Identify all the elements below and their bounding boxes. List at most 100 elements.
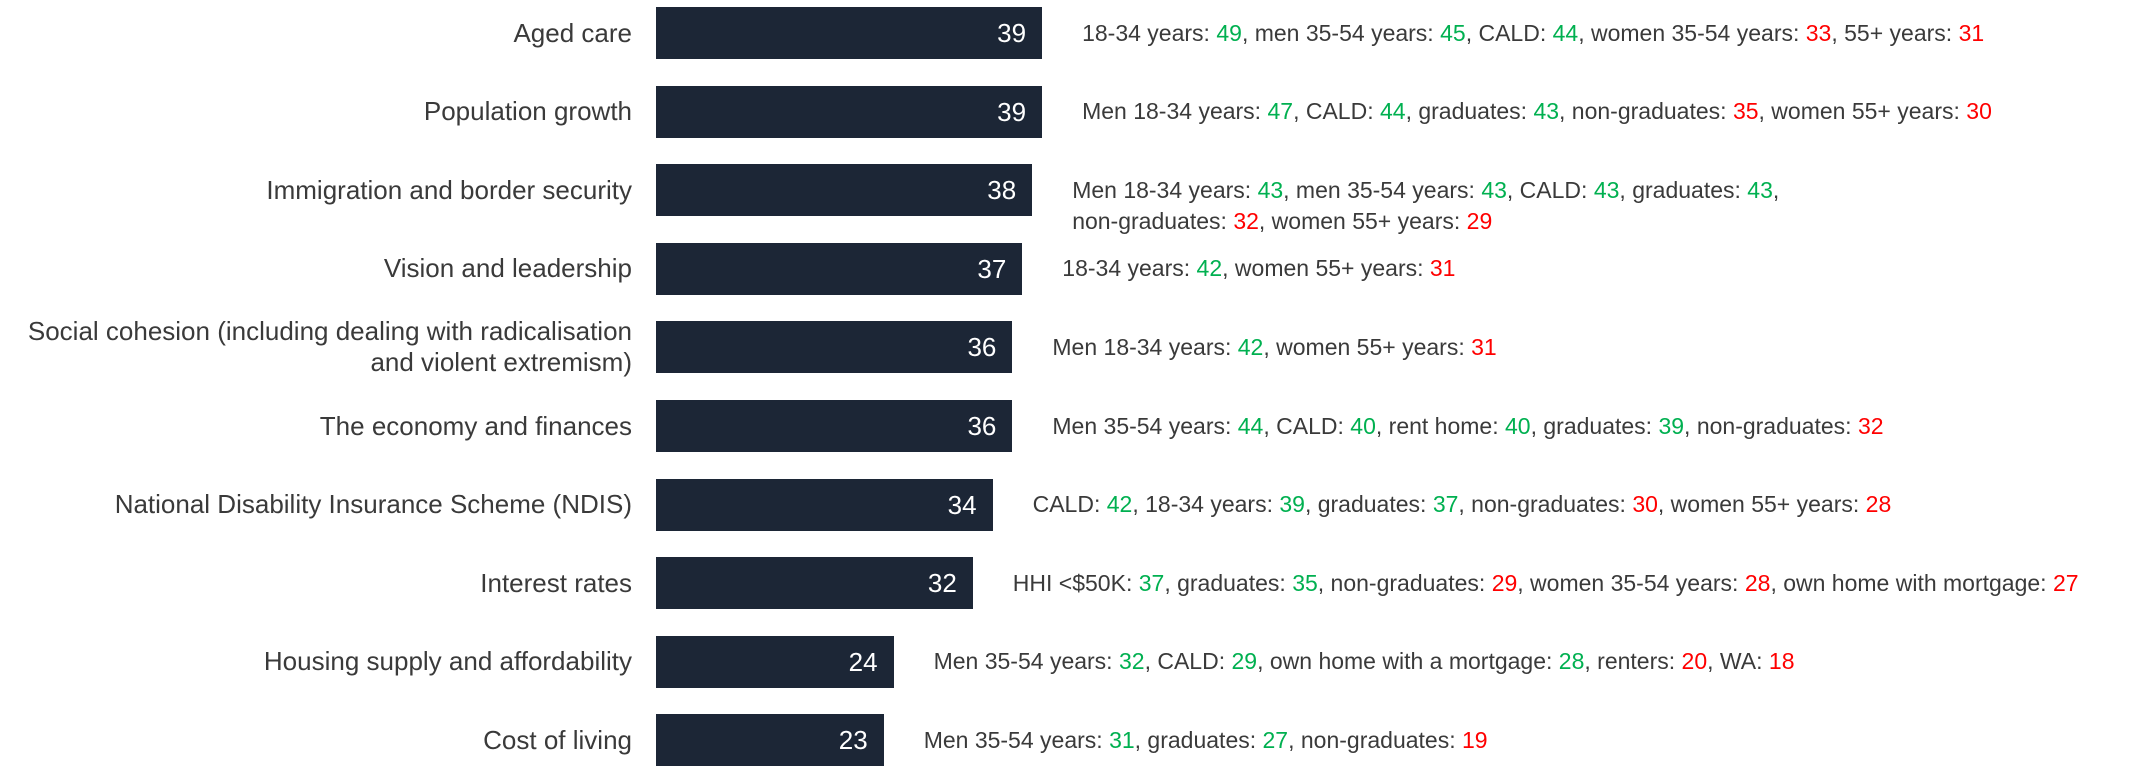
category-label: Social cohesion (including dealing with … bbox=[0, 309, 632, 385]
category-text: Interest rates bbox=[480, 567, 632, 598]
annotation-value: 31 bbox=[1958, 19, 1985, 46]
annotation-value: 30 bbox=[1632, 491, 1658, 518]
annotation-value: 44 bbox=[1379, 98, 1406, 125]
annotation-value: 19 bbox=[1462, 726, 1488, 753]
annotation-value: 44 bbox=[1237, 412, 1264, 439]
annotation-label: Men 18-34 years: bbox=[1072, 176, 1258, 203]
category-label: Housing supply and affordability bbox=[0, 624, 632, 700]
bar bbox=[656, 714, 884, 767]
category-label: National Disability Insurance Scheme (ND… bbox=[0, 467, 632, 543]
annotation-label: , graduates: bbox=[1405, 98, 1534, 125]
annotation-label: , women 55+ years: bbox=[1263, 333, 1472, 360]
annotation-value: 28 bbox=[1744, 569, 1771, 596]
annotation-value: 43 bbox=[1747, 176, 1773, 203]
annotation-value: 42 bbox=[1237, 333, 1264, 360]
value-label: 39 bbox=[997, 18, 1027, 48]
annotation-value: 31 bbox=[1471, 333, 1497, 360]
annotation: Men 35-54 years: 32, CALD: 29, own home … bbox=[934, 646, 1795, 677]
value-label: 36 bbox=[967, 332, 997, 363]
category-label: Cost of living bbox=[0, 702, 632, 778]
annotation-value: 31 bbox=[1429, 255, 1456, 282]
annotation-value: 37 bbox=[1432, 491, 1459, 518]
annotation-value: 28 bbox=[1558, 648, 1585, 675]
bar bbox=[656, 7, 1043, 59]
annotation-value: 43 bbox=[1481, 176, 1507, 203]
annotation-label: , women 55+ years: bbox=[1258, 207, 1467, 234]
annotation-value: 44 bbox=[1552, 19, 1579, 46]
annotation-label: , women 35-54 years: bbox=[1517, 569, 1745, 596]
annotation-label: , graduates: bbox=[1304, 491, 1433, 518]
annotation-line: Men 18-34 years: 42, women 55+ years: 31 bbox=[1052, 332, 1496, 363]
bar bbox=[656, 478, 993, 531]
annotation-value: 43 bbox=[1533, 98, 1560, 125]
annotation-value: 40 bbox=[1350, 412, 1376, 439]
annotation-line: Men 18-34 years: 43, men 35-54 years: 43… bbox=[1072, 175, 1779, 206]
annotation-label: , women 55+ years: bbox=[1222, 255, 1430, 282]
annotation: Men 35-54 years: 31, graduates: 27, non-… bbox=[924, 725, 1488, 756]
annotation-label: , non-graduates: bbox=[1317, 569, 1492, 596]
value-label: 24 bbox=[848, 646, 878, 677]
annotation-value: 32 bbox=[1857, 412, 1884, 439]
annotation-label: , 18-34 years: bbox=[1132, 491, 1280, 518]
annotation-label: , CALD: bbox=[1465, 19, 1553, 46]
category-text: Social cohesion (including dealing with … bbox=[27, 316, 632, 378]
annotation-value: 29 bbox=[1466, 207, 1493, 234]
annotation: 18-34 years: 49, men 35-54 years: 45, CA… bbox=[1082, 18, 1984, 49]
category-label: Vision and leadership bbox=[0, 231, 632, 307]
category-label: Population growth bbox=[0, 74, 632, 150]
annotation-line: 18-34 years: 49, men 35-54 years: 45, CA… bbox=[1082, 18, 1984, 49]
annotation-label: 18-34 years: bbox=[1082, 19, 1217, 46]
annotation: HHI <$50K: 37, graduates: 35, non-gradua… bbox=[1013, 568, 2079, 599]
bar bbox=[656, 164, 1033, 217]
annotation-label: , graduates: bbox=[1134, 726, 1263, 753]
category-text: Population growth bbox=[423, 96, 632, 127]
annotation-label: , own home with a mortgage: bbox=[1257, 648, 1559, 675]
annotation: Men 18-34 years: 43, men 35-54 years: 43… bbox=[1072, 175, 1779, 237]
annotation-label: , men 35-54 years: bbox=[1241, 19, 1441, 46]
annotation-label: , bbox=[1772, 176, 1780, 203]
annotation-label: Men 35-54 years: bbox=[923, 726, 1110, 753]
annotation-line: Men 35-54 years: 32, CALD: 29, own home … bbox=[934, 646, 1795, 677]
annotation-label: , women 55+ years: bbox=[1657, 491, 1866, 518]
annotation-value: 43 bbox=[1593, 176, 1620, 203]
annotation-line: 18-34 years: 42, women 55+ years: 31 bbox=[1062, 253, 1455, 284]
category-text: National Disability Insurance Scheme (ND… bbox=[114, 489, 632, 520]
annotation-label: , own home with mortgage: bbox=[1770, 569, 2053, 596]
annotation-line: HHI <$50K: 37, graduates: 35, non-gradua… bbox=[1013, 568, 2079, 599]
annotation-value: 27 bbox=[1262, 726, 1289, 753]
annotation-label: , graduates: bbox=[1619, 176, 1748, 203]
annotation-label: Men 18-34 years: bbox=[1082, 98, 1268, 125]
annotation-value: 35 bbox=[1732, 98, 1759, 125]
bar bbox=[656, 85, 1043, 138]
category-label: Interest rates bbox=[0, 545, 632, 621]
annotation: Men 35-54 years: 44, CALD: 40, rent home… bbox=[1052, 411, 1883, 442]
annotation-line: CALD: 42, 18-34 years: 39, graduates: 37… bbox=[1033, 489, 1892, 520]
annotation: 18-34 years: 42, women 55+ years: 31 bbox=[1062, 253, 1455, 284]
bar bbox=[656, 400, 1013, 452]
bar bbox=[656, 242, 1023, 295]
annotation-value: 33 bbox=[1805, 19, 1832, 46]
value-label: 38 bbox=[987, 175, 1017, 206]
annotation-value: 37 bbox=[1138, 569, 1165, 596]
annotation-value: 30 bbox=[1966, 98, 1992, 125]
annotation-value: 39 bbox=[1658, 412, 1685, 439]
bar bbox=[656, 557, 973, 610]
annotation-label: , renters: bbox=[1584, 648, 1682, 675]
category-label: Immigration and border security bbox=[0, 152, 632, 228]
annotation-value: 45 bbox=[1440, 19, 1466, 46]
annotation-value: 42 bbox=[1106, 491, 1133, 518]
annotation-value: 49 bbox=[1216, 19, 1242, 46]
annotation-value: 27 bbox=[2052, 569, 2079, 596]
bar bbox=[656, 321, 1013, 374]
category-text: Vision and leadership bbox=[383, 253, 632, 284]
category-text: Housing supply and affordability bbox=[263, 646, 632, 677]
annotation-label: , CALD: bbox=[1144, 648, 1232, 675]
annotation-label: , non-graduates: bbox=[1559, 98, 1733, 125]
annotation-value: 29 bbox=[1231, 648, 1258, 675]
annotation-value: 28 bbox=[1865, 491, 1892, 518]
annotation-value: 39 bbox=[1279, 491, 1305, 518]
annotation-value: 29 bbox=[1491, 569, 1518, 596]
annotation-value: 35 bbox=[1292, 569, 1318, 596]
value-label: 32 bbox=[927, 568, 957, 599]
